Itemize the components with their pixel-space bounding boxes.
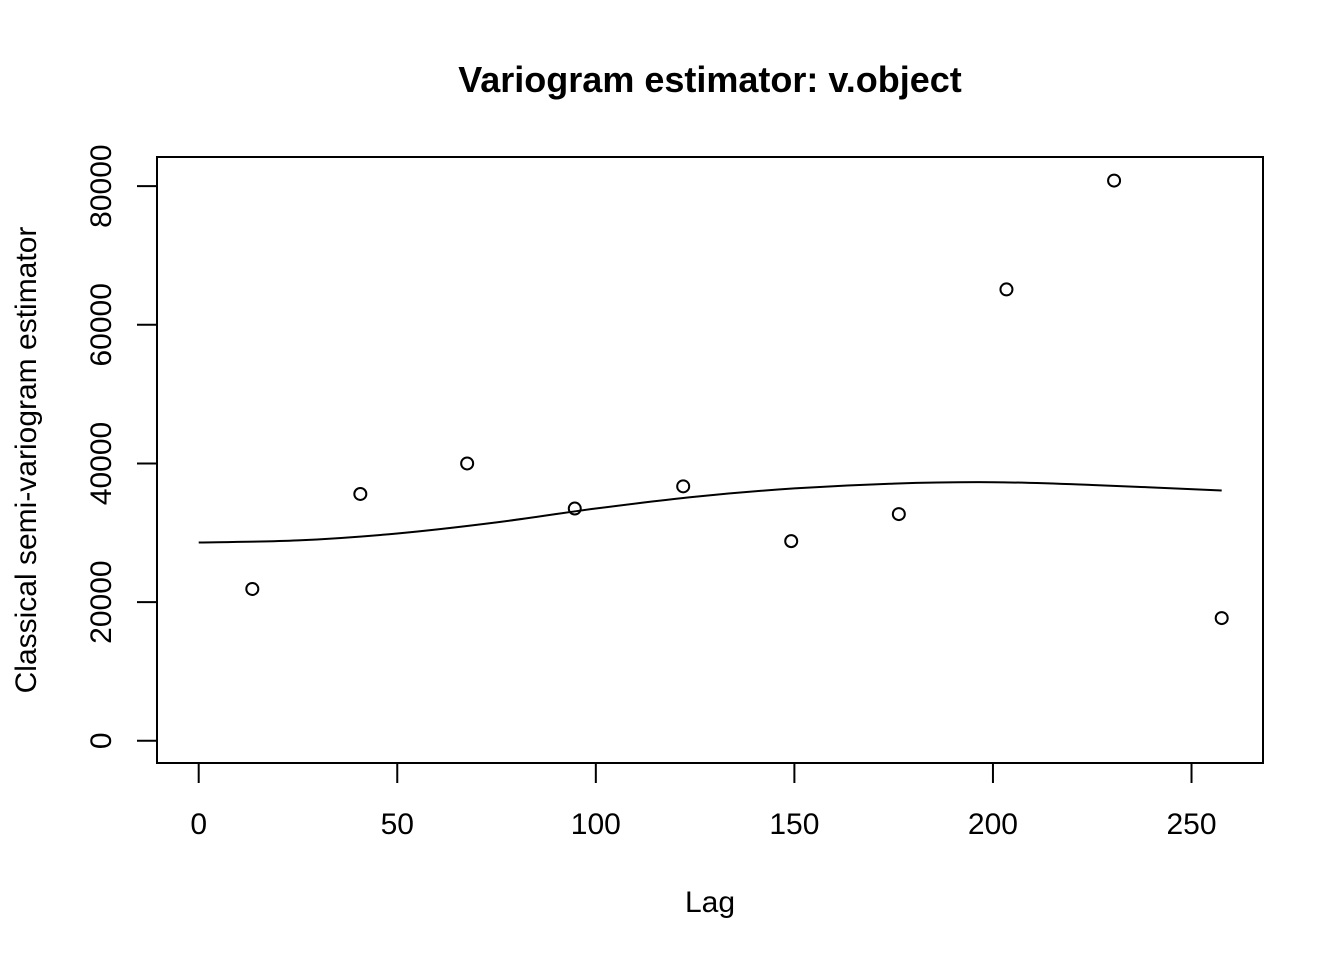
data-point xyxy=(460,456,475,471)
x-tick-label: 150 xyxy=(769,808,819,841)
data-point xyxy=(999,282,1014,297)
x-axis: 0 50 100 150 200 250 xyxy=(190,762,1217,841)
data-point xyxy=(891,507,906,522)
y-tick-label: 0 xyxy=(85,732,118,749)
y-tick-label: 20000 xyxy=(85,560,118,643)
y-tick-label: 80000 xyxy=(85,144,118,227)
data-point xyxy=(1107,173,1122,188)
y-axis: 0 20000 40000 60000 80000 xyxy=(85,144,158,749)
plot-frame xyxy=(156,156,1264,764)
data-point xyxy=(784,534,799,549)
data-point xyxy=(245,581,260,596)
data-point xyxy=(567,501,582,516)
x-axis-label: Lag xyxy=(685,886,735,919)
y-tick-label: 60000 xyxy=(85,283,118,366)
x-tick-label: 100 xyxy=(571,808,621,841)
x-tick-label: 200 xyxy=(968,808,1018,841)
fitted-curve xyxy=(198,481,1222,544)
y-tick-label: 40000 xyxy=(85,422,118,505)
x-tick-label: 0 xyxy=(190,808,207,841)
data-points-layer xyxy=(245,173,1229,626)
data-point xyxy=(676,479,691,494)
x-tick-label: 250 xyxy=(1166,808,1216,841)
data-point xyxy=(1214,611,1229,626)
fitted-curve-layer xyxy=(198,481,1222,544)
x-tick-label: 50 xyxy=(381,808,414,841)
y-axis-label: Classical semi-variogram estimator xyxy=(10,227,43,694)
chart-title: Variogram estimator: v.object xyxy=(458,59,962,100)
data-point xyxy=(353,486,368,501)
